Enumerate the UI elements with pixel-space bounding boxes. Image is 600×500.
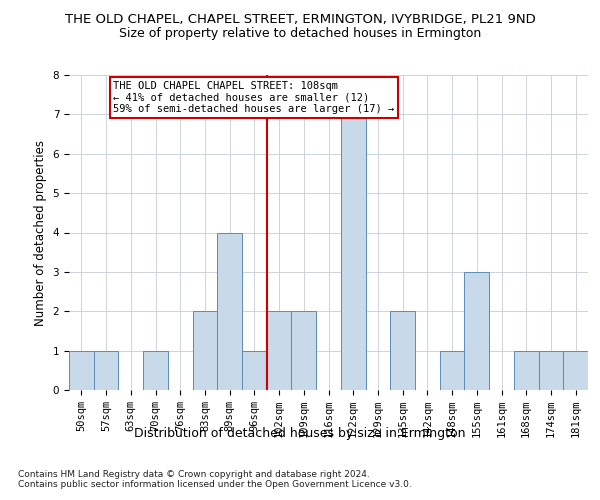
Bar: [143, 350, 168, 390]
Text: THE OLD CHAPEL, CHAPEL STREET, ERMINGTON, IVYBRIDGE, PL21 9ND: THE OLD CHAPEL, CHAPEL STREET, ERMINGTON…: [65, 12, 535, 26]
Bar: [440, 350, 464, 390]
Bar: [563, 350, 588, 390]
Bar: [94, 350, 118, 390]
Bar: [242, 350, 267, 390]
Bar: [341, 114, 365, 390]
Bar: [217, 232, 242, 390]
Text: Contains HM Land Registry data © Crown copyright and database right 2024.
Contai: Contains HM Land Registry data © Crown c…: [18, 470, 412, 490]
Bar: [514, 350, 539, 390]
Bar: [69, 350, 94, 390]
Bar: [292, 311, 316, 390]
Bar: [539, 350, 563, 390]
Text: THE OLD CHAPEL CHAPEL STREET: 108sqm
← 41% of detached houses are smaller (12)
5: THE OLD CHAPEL CHAPEL STREET: 108sqm ← 4…: [113, 81, 395, 114]
Y-axis label: Number of detached properties: Number of detached properties: [34, 140, 47, 326]
Bar: [193, 311, 217, 390]
Bar: [390, 311, 415, 390]
Text: Size of property relative to detached houses in Ermington: Size of property relative to detached ho…: [119, 28, 481, 40]
Bar: [464, 272, 489, 390]
Bar: [267, 311, 292, 390]
Text: Distribution of detached houses by size in Ermington: Distribution of detached houses by size …: [134, 428, 466, 440]
